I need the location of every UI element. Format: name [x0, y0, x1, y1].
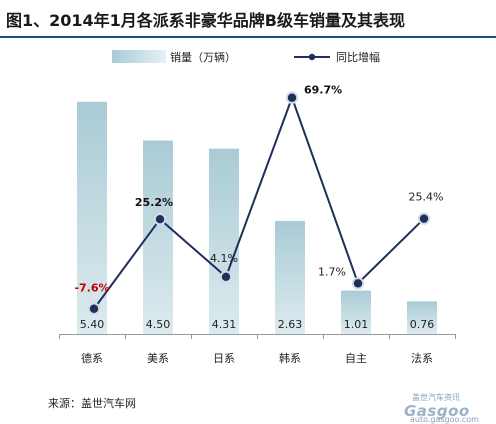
bar-series: 5.40 4.50 4.31 2.63 1.01 0.76 — [77, 101, 437, 334]
x-tick-label: 韩系 — [279, 351, 301, 365]
line-marker — [351, 277, 365, 290]
line-value-label: 4.1% — [210, 252, 238, 265]
bar-value-label: 2.63 — [278, 318, 303, 331]
line-value-label: 1.7% — [318, 265, 346, 278]
bar — [341, 290, 371, 334]
line-series: -7.6% 25.2% 4.1% 69.7% 1.7% 25.4% — [74, 84, 444, 315]
line-value-label: 25.4% — [409, 191, 444, 204]
x-axis: 德系 美系 日系 韩系 自主 法系 — [59, 334, 456, 365]
bar — [275, 220, 305, 334]
bar — [77, 101, 107, 334]
legend-line-marker — [308, 53, 316, 61]
legend-line-label: 同比增幅 — [336, 50, 380, 64]
bar-value-label: 0.76 — [410, 318, 435, 331]
legend: 销量（万辆） 同比增幅 — [112, 50, 380, 64]
line-marker — [87, 302, 101, 315]
line-marker — [285, 91, 299, 104]
x-tick-label: 法系 — [411, 351, 433, 365]
chart-title: 图1、2014年1月各派系非豪华品牌B级车销量及其表现 — [6, 11, 405, 30]
bar — [143, 140, 173, 334]
line-value-label: -7.6% — [74, 282, 109, 295]
bar-value-label: 1.01 — [344, 318, 369, 331]
line-marker — [219, 270, 233, 284]
title-divider — [0, 36, 496, 38]
legend-bar-swatch — [112, 50, 166, 63]
bar — [209, 148, 239, 334]
line-value-label: 25.2% — [135, 196, 173, 209]
watermark-cn: 盖世汽车资讯 — [412, 393, 460, 402]
line-marker — [417, 212, 431, 225]
watermark-logo: Gasgoo — [404, 402, 470, 420]
x-tick-label: 自主 — [345, 352, 367, 365]
legend-bar-label: 销量（万辆） — [170, 50, 236, 64]
bar — [407, 301, 437, 334]
source-note: 来源：盖世汽车网 — [48, 397, 136, 410]
line-path — [93, 94, 425, 310]
x-tick-label: 日系 — [213, 352, 235, 365]
watermark-url: auto.gasgoo.com — [410, 415, 479, 424]
x-tick-label: 德系 — [81, 351, 103, 365]
line-marker — [153, 213, 167, 226]
bar-value-label: 4.31 — [212, 318, 237, 331]
bar-value-label: 4.50 — [146, 318, 171, 331]
bar-value-label: 5.40 — [80, 318, 105, 331]
x-tick-label: 美系 — [147, 352, 169, 365]
line-value-label: 69.7% — [304, 84, 342, 97]
